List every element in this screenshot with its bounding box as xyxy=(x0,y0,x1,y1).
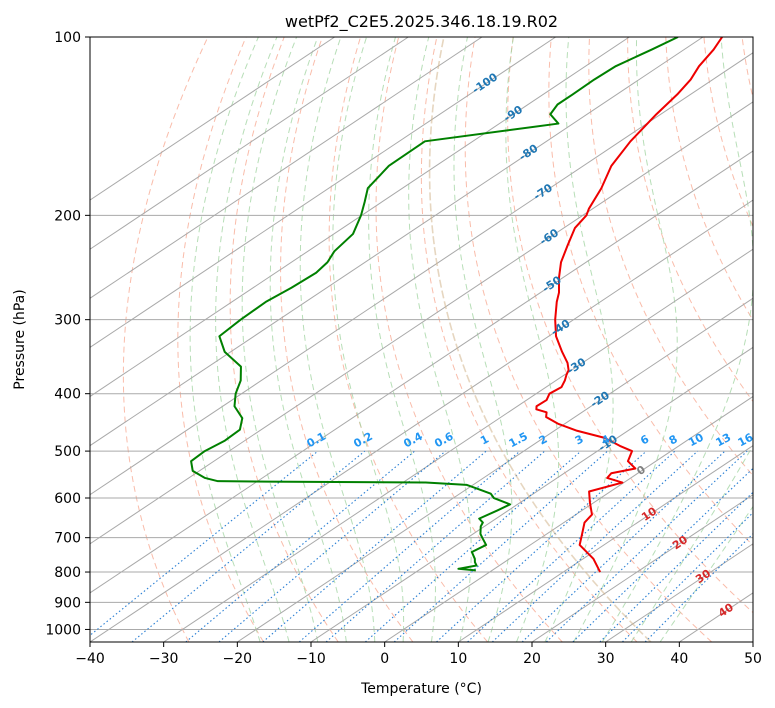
x-tick-label: −10 xyxy=(296,651,326,667)
isotherm-line xyxy=(90,101,753,545)
isotherm-line xyxy=(90,37,335,201)
isotherm-line xyxy=(384,395,753,642)
dry-adiabat xyxy=(627,37,753,403)
dry-adiabat xyxy=(375,37,563,642)
moist-adiabat xyxy=(269,37,347,642)
isotherm-line xyxy=(90,37,704,447)
x-tick-label: −30 xyxy=(149,651,179,667)
x-tick-label: 20 xyxy=(523,651,541,667)
mixing-ratio-label: 13 xyxy=(714,431,734,450)
plot-frame xyxy=(89,36,754,643)
isotherm-line xyxy=(163,248,753,642)
y-tick-label: 900 xyxy=(54,595,81,611)
mixing-ratio-line xyxy=(572,467,753,642)
moist-adiabat xyxy=(573,37,678,642)
isotherm-line xyxy=(310,346,753,642)
isotherm-line xyxy=(458,444,753,642)
isotherm-line xyxy=(90,52,753,496)
isotherm-line xyxy=(90,37,409,250)
x-tick-label: 10 xyxy=(449,651,467,667)
y-tick-label: 600 xyxy=(54,491,81,507)
x-tick-label: 40 xyxy=(670,651,688,667)
isotherm-line xyxy=(90,37,630,398)
dry-adiabat xyxy=(665,37,753,322)
y-tick-label: 800 xyxy=(54,565,81,581)
moist-adiabat xyxy=(368,37,436,642)
x-tick-label: −20 xyxy=(223,651,253,667)
y-tick-label: 200 xyxy=(54,208,81,224)
mixing-ratio-line xyxy=(599,491,753,642)
y-tick-label: 1000 xyxy=(45,622,81,638)
y-axis-title: Pressure (hPa) xyxy=(12,289,28,389)
mixing-ratio-line xyxy=(621,511,753,642)
isotherm-line xyxy=(237,297,753,642)
dewpoint-trace xyxy=(190,37,679,572)
isotherm-line xyxy=(531,494,753,642)
isotherm-line xyxy=(90,37,556,348)
isotherm-line xyxy=(90,150,753,594)
parcel-reference-line xyxy=(428,37,652,642)
dry-adiabat xyxy=(229,37,339,642)
x-tick-label: 0 xyxy=(380,651,389,667)
moist-adiabat xyxy=(408,37,472,642)
chart-title: wetPf2_C2E5.2025.346.18.19.R02 xyxy=(285,12,558,32)
x-tick-label: 30 xyxy=(597,651,615,667)
temperature-trace xyxy=(535,37,723,573)
dry-adiabat xyxy=(588,37,753,477)
mixing-ratio-line xyxy=(218,450,446,642)
dry-adiabat xyxy=(177,37,264,642)
moist-adiabat xyxy=(332,37,405,642)
isotherm-line xyxy=(90,37,483,299)
mixing-ratio-line xyxy=(491,450,699,642)
dry-adiabat xyxy=(548,37,753,547)
dry-adiabat xyxy=(420,37,638,642)
mixing-ratio-line xyxy=(90,450,319,637)
y-tick-label: 400 xyxy=(54,387,81,403)
mixing-ratio-line xyxy=(436,450,647,642)
axes: −40 −30 −20 −10 0 10 20 30 40 50 100 200 300 400 500 60… xyxy=(45,30,762,667)
moist-adiabat xyxy=(630,444,753,642)
dry-adiabat xyxy=(464,37,713,642)
mixing-ratio-line xyxy=(644,533,753,642)
moist-adiabat xyxy=(241,37,319,642)
x-tick-label: −40 xyxy=(75,651,105,667)
moist-adiabat xyxy=(189,37,261,642)
moist-adiabat xyxy=(453,37,513,642)
mixing-ratio-line xyxy=(325,450,546,642)
moist-adiabat xyxy=(505,37,560,642)
y-tick-label: 300 xyxy=(54,313,81,329)
plot-area: -100-90-80-70-60-50-40-30-20-10010203040… xyxy=(90,37,756,642)
x-axis-title: Temperature (°C) xyxy=(360,681,482,697)
mixing-ratio-label: 10 xyxy=(686,430,706,449)
dry-adiabat xyxy=(703,37,753,228)
mixing-ratio-label: 16 xyxy=(736,431,756,450)
y-tick-label: 700 xyxy=(54,531,81,547)
dry-adiabat xyxy=(122,37,209,642)
moist-adiabat xyxy=(299,37,376,642)
x-tick-label: 50 xyxy=(744,651,762,667)
moist-adiabat xyxy=(215,37,290,642)
mixing-ratio-line xyxy=(298,450,521,642)
y-tick-label: 500 xyxy=(54,444,81,460)
mixing-ratio-line xyxy=(467,450,676,642)
moist-adiabat xyxy=(659,505,753,642)
dry-adiabat xyxy=(280,37,414,642)
y-tick-label: 100 xyxy=(54,30,81,46)
isotherm-line xyxy=(90,199,753,642)
dry-adiabat xyxy=(507,37,753,614)
